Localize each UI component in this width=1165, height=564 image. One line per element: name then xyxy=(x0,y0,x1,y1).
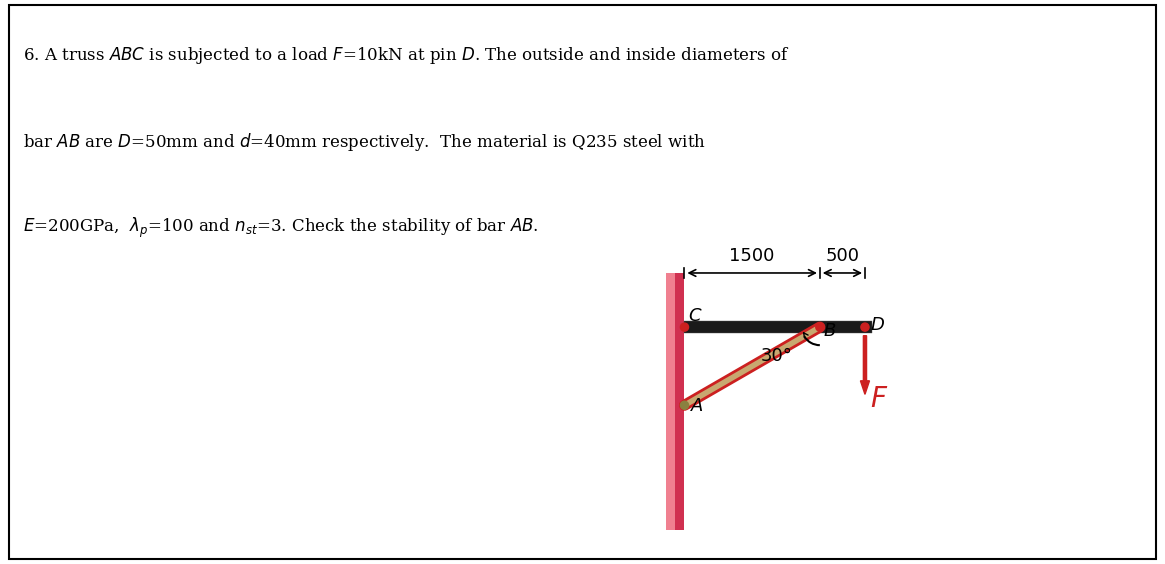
Text: $C$: $C$ xyxy=(689,307,702,325)
Text: 1500: 1500 xyxy=(729,247,775,265)
Text: 30°: 30° xyxy=(761,347,793,365)
Circle shape xyxy=(816,323,824,331)
Bar xyxy=(666,273,676,530)
Bar xyxy=(685,321,871,333)
Text: 500: 500 xyxy=(826,247,860,265)
Circle shape xyxy=(680,401,689,409)
Bar xyxy=(666,273,685,530)
Text: $A$: $A$ xyxy=(690,397,704,415)
Text: $D$: $D$ xyxy=(870,316,885,334)
Text: $F$: $F$ xyxy=(870,385,889,413)
Text: $B$: $B$ xyxy=(824,321,836,340)
Text: 6. A truss $ABC$ is subjected to a load $F$=10kN at pin $D$. The outside and ins: 6. A truss $ABC$ is subjected to a load … xyxy=(23,45,790,67)
Text: bar $AB$ are $D$=50mm and $d$=40mm respectively.  The material is Q235 steel wit: bar $AB$ are $D$=50mm and $d$=40mm respe… xyxy=(23,131,706,153)
Text: $E$=200GPa,  $\lambda_p$=100 and $n_{st}$=3. Check the stability of bar $AB$.: $E$=200GPa, $\lambda_p$=100 and $n_{st}$… xyxy=(23,216,538,240)
Circle shape xyxy=(680,323,689,331)
FancyArrow shape xyxy=(861,336,869,394)
Circle shape xyxy=(861,323,869,331)
